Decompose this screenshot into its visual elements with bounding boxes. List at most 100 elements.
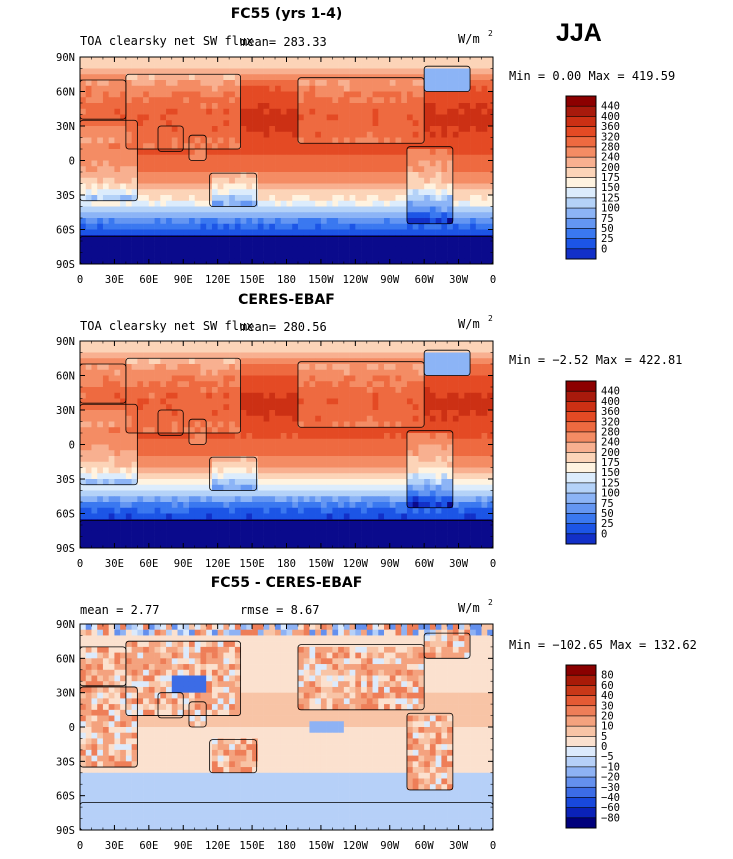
map-cell [97, 410, 104, 417]
map-cell [361, 479, 368, 486]
panel-title: FC55 (yrs 1-4) [230, 6, 343, 22]
map-cell [309, 438, 316, 445]
map-cell [125, 189, 132, 196]
map-cell [452, 450, 459, 457]
map-cell [246, 392, 253, 399]
map-cell [160, 143, 167, 150]
map-cell [177, 62, 184, 69]
map-cell [487, 352, 494, 359]
map-cell [188, 160, 196, 167]
map-cell [85, 120, 92, 127]
map-cell [183, 346, 190, 353]
map-cell [286, 143, 293, 150]
map-cell [401, 80, 408, 87]
map-cell [114, 496, 121, 503]
map-cell [470, 114, 477, 121]
map-cell [80, 369, 87, 376]
map-cell [429, 126, 436, 133]
map-cell [257, 131, 264, 138]
map-cell [326, 450, 333, 457]
map-cell [194, 444, 201, 451]
map-cell [263, 218, 270, 225]
map-cell [458, 120, 465, 127]
map-cell [475, 172, 482, 179]
map-cell [406, 131, 413, 138]
map-cell [395, 85, 402, 92]
map-cell [349, 415, 356, 422]
map-cell [366, 496, 373, 503]
map-cell [188, 479, 196, 486]
map-cell [229, 160, 236, 167]
map-cell [263, 68, 270, 75]
map-cell [297, 392, 305, 399]
map-cell [108, 154, 115, 161]
map-cell [315, 346, 322, 353]
map-cell [475, 108, 482, 115]
map-cell [171, 421, 178, 428]
map-cell [125, 358, 132, 365]
map-cell [320, 223, 327, 230]
map-cell [292, 91, 299, 98]
map-cell [349, 149, 356, 156]
map-cell [292, 166, 299, 173]
map-cell [148, 108, 155, 115]
map-cell [406, 404, 413, 411]
colorbar-swatch [565, 146, 597, 158]
map-cell [246, 218, 253, 225]
map-cell [475, 358, 482, 365]
map-cell [206, 195, 213, 202]
map-cell [361, 387, 368, 394]
map-cell [275, 80, 282, 87]
map-cell [452, 484, 459, 491]
panel-subtitle-stat: rmse = 8.67 [240, 603, 320, 617]
map-cell [292, 490, 299, 497]
map-cell [194, 120, 201, 127]
map-cell [188, 392, 196, 399]
map-cell [183, 131, 190, 138]
map-cell [395, 387, 402, 394]
map-cell [85, 484, 92, 491]
map-cell [343, 427, 350, 434]
map-cell [148, 467, 155, 474]
map-cell [458, 415, 465, 422]
map-cell [80, 229, 87, 236]
map-cell [389, 108, 396, 115]
map-cell [297, 341, 305, 348]
map-cell [429, 461, 436, 468]
map-cell [275, 62, 282, 69]
map-cell [154, 149, 161, 156]
map-cell [320, 149, 327, 156]
map-cell [447, 484, 454, 491]
map-cell [211, 177, 218, 184]
map-cell [384, 183, 391, 190]
map-cell [372, 421, 379, 428]
map-cell [137, 252, 144, 259]
map-cell [137, 229, 144, 236]
map-cell [91, 103, 98, 110]
map-cell [177, 154, 184, 161]
map-cell [343, 195, 350, 202]
map-cell [366, 507, 373, 514]
map-cell [481, 387, 488, 394]
map-cell [280, 212, 287, 219]
map-cell [200, 346, 207, 353]
map-cell [102, 154, 109, 161]
map-cell [280, 114, 287, 121]
map-cell [246, 415, 253, 422]
map-cell [223, 369, 230, 376]
map-cell [280, 346, 287, 353]
map-cell [435, 114, 442, 121]
map-cell [97, 258, 104, 265]
map-cell [97, 85, 104, 92]
map-cell [269, 235, 276, 242]
map-cell [160, 398, 167, 405]
map-cell [229, 352, 236, 359]
map-cell [108, 177, 115, 184]
map-cell [131, 126, 138, 133]
map-cell [470, 177, 477, 184]
map-cell [206, 438, 213, 445]
map-cell [361, 415, 368, 422]
map-cell [137, 456, 144, 463]
map-cell [246, 206, 253, 213]
map-cell [246, 212, 253, 219]
